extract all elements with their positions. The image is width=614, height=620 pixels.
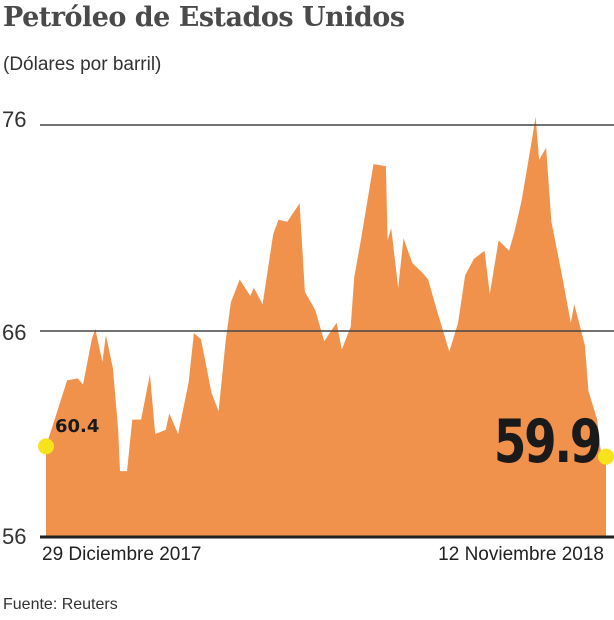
end-value-label: 59.9 [494, 406, 600, 476]
y-tick-56: 56 [2, 524, 26, 549]
chart-subtitle: (Dólares por barril) [3, 54, 162, 75]
source-note: Fuente: Reuters [3, 596, 118, 613]
start-point-marker [38, 438, 54, 455]
y-tick-66: 66 [2, 320, 26, 345]
start-value-label: 60.4 [55, 416, 99, 437]
oil-price-chart: 76 66 56 29 Diciembre 2017 12 Noviembre … [2, 107, 614, 565]
x-label-end: 12 Noviembre 2018 [438, 544, 604, 565]
x-label-start: 29 Diciembre 2017 [42, 544, 201, 565]
price-area [46, 116, 606, 538]
chart-title: Petróleo de Estados Unidos [3, 2, 405, 33]
y-tick-76: 76 [2, 107, 26, 132]
end-point-marker [598, 448, 614, 465]
